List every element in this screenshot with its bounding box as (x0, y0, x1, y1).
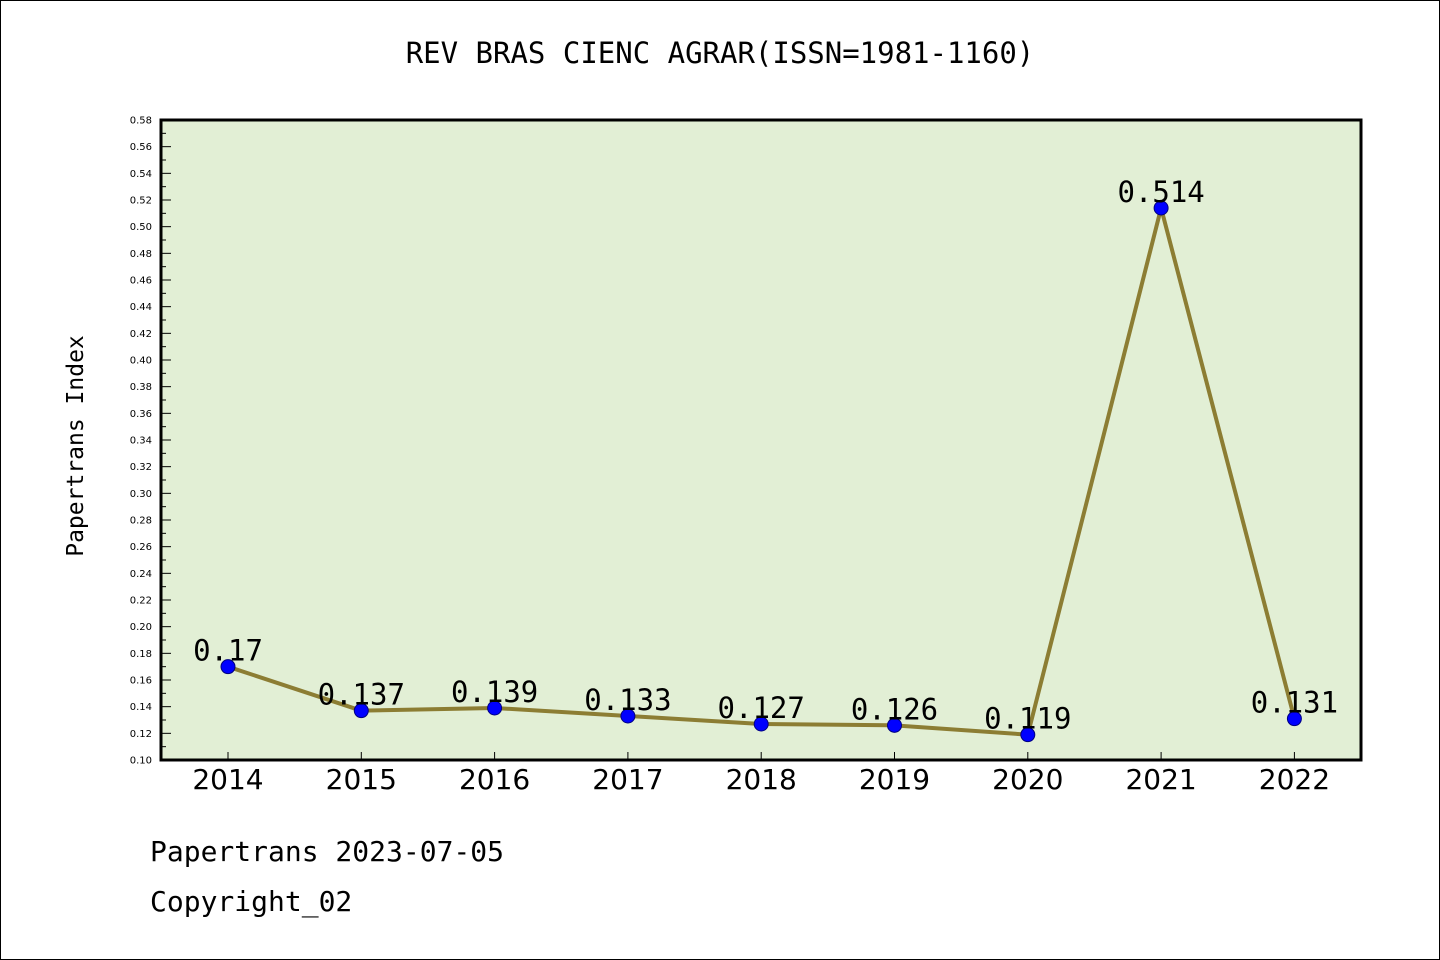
y-tick-label: 0.12 (130, 729, 152, 740)
data-label: 0.126 (851, 692, 938, 726)
x-tick-label: 2017 (592, 763, 663, 796)
x-tick-label: 2020 (992, 763, 1063, 796)
chart-title: REV BRAS CIENC AGRAR(ISSN=1981-1160) (405, 36, 1035, 70)
data-point (887, 717, 902, 733)
data-point (1153, 200, 1169, 216)
y-tick-label: 0.56 (130, 142, 152, 153)
y-tick-label: 0.32 (130, 462, 152, 473)
x-tick-label: 2016 (459, 763, 530, 796)
data-label: 0.119 (984, 702, 1071, 736)
y-tick-label: 0.44 (130, 302, 152, 313)
x-tick-label: 2019 (859, 763, 930, 796)
y-tick-label: 0.18 (130, 649, 152, 660)
y-tick-label: 0.46 (130, 276, 152, 287)
x-tick-label: 2022 (1259, 763, 1330, 796)
data-point (1286, 711, 1302, 727)
data-label: 0.139 (451, 675, 538, 709)
x-tick-label: 2018 (726, 763, 797, 796)
x-tick-label: 2021 (1125, 763, 1196, 796)
y-tick-label: 0.58 (130, 116, 152, 127)
data-point (353, 703, 369, 719)
data-point (753, 716, 769, 732)
x-axis: 2014 2015 2016 2017 2018 2019 2020 2021 2022 (192, 752, 1330, 796)
y-tick-label: 0.54 (130, 169, 152, 180)
x-tick-label: 2015 (326, 763, 397, 796)
y-tick-label: 0.38 (130, 382, 152, 393)
data-points (220, 200, 1302, 743)
data-label: 0.514 (1117, 175, 1204, 209)
data-point (620, 708, 636, 724)
data-labels: 0.17 0.137 0.139 0.133 0.127 0.126 0.119 0.514 0… (193, 175, 1338, 736)
data-point (487, 700, 503, 716)
y-tick-label: 0.22 (130, 596, 152, 607)
x-tick-label: 2014 (192, 763, 263, 796)
data-point (1020, 727, 1036, 743)
y-tick-label: 0.30 (130, 489, 152, 500)
y-tick-label: 0.48 (130, 249, 152, 260)
y-tick-label: 0.14 (130, 702, 152, 713)
data-label: 0.127 (718, 691, 805, 725)
y-tick-label: 0.52 (130, 196, 152, 207)
data-label: 0.17 (193, 634, 263, 668)
plot-border (159, 118, 1363, 762)
y-tick-label: 0.42 (130, 329, 152, 340)
y-tick-label: 0.16 (130, 676, 152, 687)
y-tick-label: 0.10 (130, 756, 152, 767)
y-tick-label: 0.50 (130, 222, 152, 233)
y-tick-label: 0.40 (130, 356, 152, 367)
data-label: 0.131 (1251, 686, 1338, 720)
footer-copyright: Copyright_02 (150, 885, 353, 918)
y-tick-label: 0.26 (130, 542, 152, 553)
y-tick-label: 0.28 (130, 516, 152, 527)
data-point (220, 659, 236, 675)
footer-date: Papertrans 2023-07-05 (150, 835, 505, 868)
plot-area (161, 120, 1361, 760)
y-tick-label: 0.24 (130, 569, 152, 580)
y-tick-label: 0.20 (130, 622, 152, 633)
data-label: 0.137 (318, 678, 405, 712)
data-label: 0.133 (584, 683, 671, 717)
y-tick-label: 0.36 (130, 409, 152, 420)
y-tick-label: 0.34 (130, 436, 152, 447)
